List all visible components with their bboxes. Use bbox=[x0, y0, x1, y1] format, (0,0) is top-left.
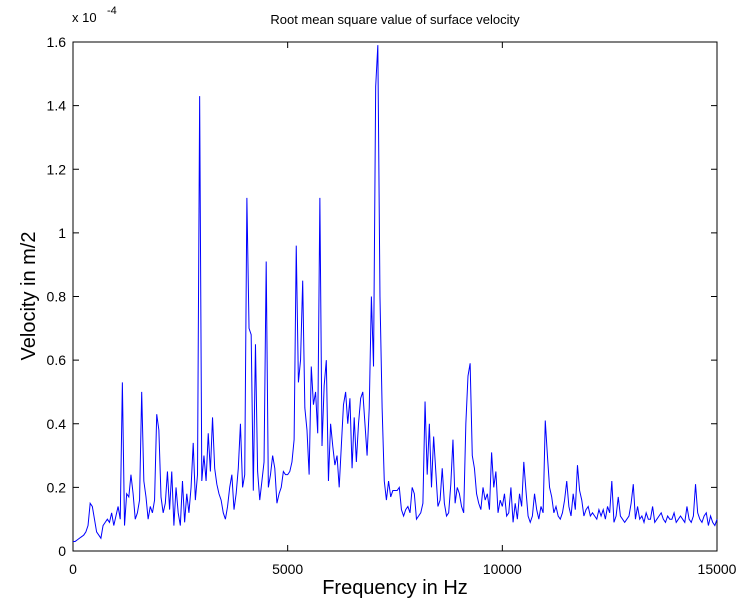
y-axis-label: Velocity in m/2 bbox=[18, 232, 40, 361]
y-tick-label: 1.2 bbox=[47, 161, 67, 177]
series-line bbox=[73, 45, 718, 542]
y-tick-label: 0 bbox=[58, 543, 66, 559]
y-tick-label: 0.4 bbox=[47, 416, 67, 432]
x-axis-ticks: 0 5000 10000 15000 bbox=[69, 42, 737, 577]
y-tick-label: 1.4 bbox=[47, 98, 67, 114]
plot-area bbox=[72, 41, 718, 552]
x-axis-label: Frequency in Hz bbox=[322, 577, 468, 599]
y-axis-ticks: 0 0.2 0.4 0.6 0.8 1 1.2 1.4 1.6 bbox=[47, 34, 717, 559]
y-multiplier-exponent: -4 bbox=[107, 5, 117, 17]
series-layer bbox=[73, 45, 718, 542]
y-tick-label: 0.6 bbox=[47, 352, 67, 368]
y-tick-label: 1.6 bbox=[47, 34, 67, 50]
x-tick-label: 5000 bbox=[272, 561, 303, 577]
y-multiplier-base: x 10 bbox=[72, 10, 97, 25]
x-tick-label: 10000 bbox=[483, 561, 522, 577]
y-tick-label: 0.8 bbox=[47, 289, 67, 305]
x-tick-label: 15000 bbox=[698, 561, 737, 577]
y-tick-label: 1 bbox=[58, 225, 66, 241]
y-tick-label: 0.2 bbox=[47, 479, 67, 495]
x-tick-label: 0 bbox=[69, 561, 77, 577]
chart-title: Root mean square value of surface veloci… bbox=[270, 12, 520, 27]
